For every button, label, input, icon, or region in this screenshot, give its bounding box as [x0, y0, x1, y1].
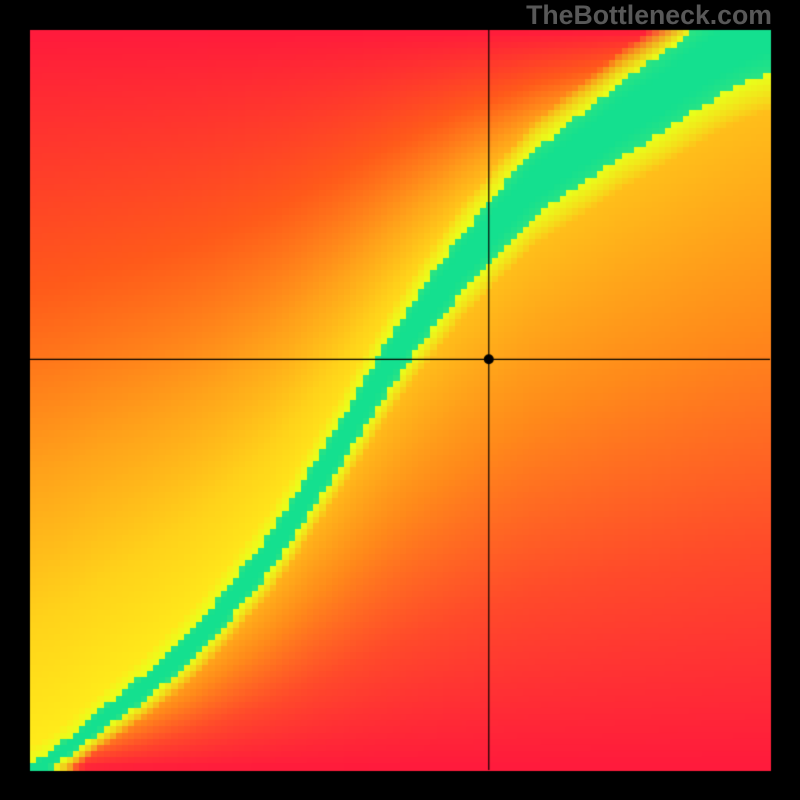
watermark-text: TheBottleneck.com: [526, 0, 772, 31]
chart-container: TheBottleneck.com: [0, 0, 800, 800]
bottleneck-heatmap: [0, 0, 800, 800]
